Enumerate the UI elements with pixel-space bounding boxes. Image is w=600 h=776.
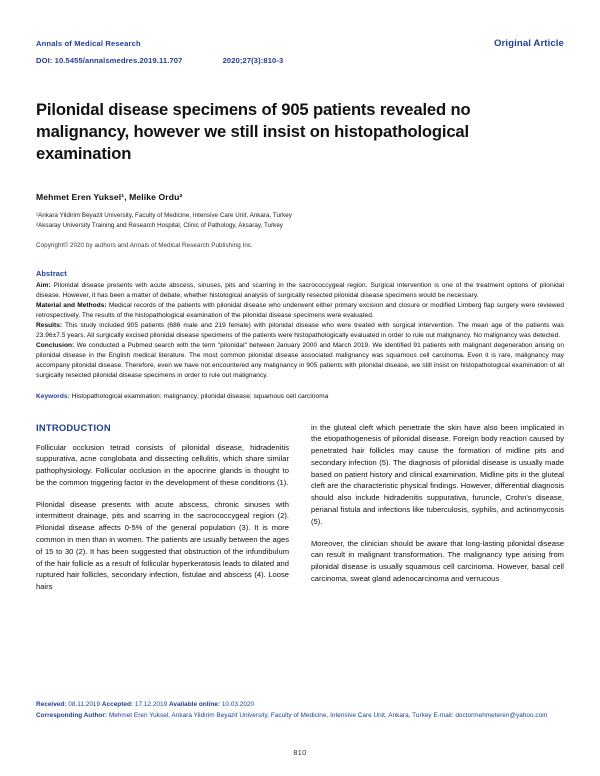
received-label: Received: [36,701,67,708]
journal-name: Annals of Medical Research [36,39,141,48]
page-content: Annals of Medical Research Original Arti… [36,38,564,593]
abstract-conclusion-text: We conducted a Pubmed search with the te… [36,341,564,379]
body-paragraph: Pilonidal disease presents with acute ab… [36,499,289,592]
author-list: Mehmet Eren Yuksel¹, Melike Ordu² [36,192,183,203]
page-footer: Received: 08.11.2019 Accepted: 17.12.201… [36,700,564,722]
body-paragraph: Moreover, the clinician should be aware … [311,538,564,583]
abstract-section: Abstract Aim: Pilonidal disease presents… [36,269,564,399]
abstract-aim-label: Aim: [36,282,51,290]
affiliation-item: ²Aksaray University Training and Researc… [36,222,283,230]
body-paragraph: in the gluteal cleft which penetrate the… [311,422,564,526]
available-online-date: 10.03.2020 [220,701,255,708]
abstract-results-text: This study included 905 patients (686 ma… [36,322,564,339]
body-columns: INTRODUCTION Follicular occlusion tetrad… [36,422,564,593]
doi-line: DOI: 10.5455/annalsmedres.2019.11.707 20… [36,56,564,65]
right-column: in the gluteal cleft which penetrate the… [311,422,564,593]
received-date: 08.11.2019 [66,701,102,708]
affiliation-item: ¹Ankara Yildirim Beyazit University, Fac… [36,212,292,220]
abstract-conclusion: Conclusion: We conducted a Pubmed search… [36,341,564,381]
copyright-notice: Copyright© 2020 by authors and Annals of… [36,242,253,250]
article-type-label: Original Article [493,38,564,49]
accepted-label: Accepted: [101,701,134,708]
introduction-heading: INTRODUCTION [36,421,111,433]
affiliation-list: ¹Ankara Yildirim Beyazit University, Fac… [36,211,564,231]
page-title: Pilonidal disease specimens of 905 patie… [36,100,471,164]
abstract-methods-text: Medical records of the patients with pil… [36,302,565,320]
available-online-label: Available online: [168,701,221,708]
keywords-text: Histopathological examination; malignanc… [69,392,329,400]
accepted-date: 17.12.2019 [133,701,169,708]
citation-text: 2020;27(3):810-3 [222,56,284,65]
doi-text: DOI: 10.5455/annalsmedres.2019.11.707 [36,56,183,65]
abstract-heading: Abstract [36,269,67,279]
abstract-methods-label: Material and Methods: [36,302,107,310]
body-paragraph: Follicular occlusion tetrad consists of … [36,442,289,487]
corresponding-author-label: Corresponding Author: [36,712,108,720]
abstract-aim: Aim: Pilonidal disease presents with acu… [36,281,564,301]
abstract-conclusion-label: Conclusion: [36,341,75,349]
left-column: INTRODUCTION Follicular occlusion tetrad… [36,422,289,593]
keywords-line: Keywords: Histopathological examination;… [36,393,564,400]
footer-dates: Received: 08.11.2019 Accepted: 17.12.201… [36,700,564,710]
abstract-results: Results: This study included 905 patient… [36,321,564,341]
keywords-label: Keywords: [36,392,70,400]
abstract-results-label: Results: [36,322,63,330]
corresponding-author-text: Mehmet Eren Yuksel, Ankara Yildirim Beya… [107,712,548,720]
running-head: Annals of Medical Research Original Arti… [36,38,564,49]
corresponding-author-line: Corresponding Author: Mehmet Eren Yuksel… [36,711,564,721]
abstract-aim-text: Pilonidal disease presents with acute ab… [36,282,564,300]
abstract-methods: Material and Methods: Medical records of… [36,301,564,321]
page-number: 810 [293,748,307,757]
